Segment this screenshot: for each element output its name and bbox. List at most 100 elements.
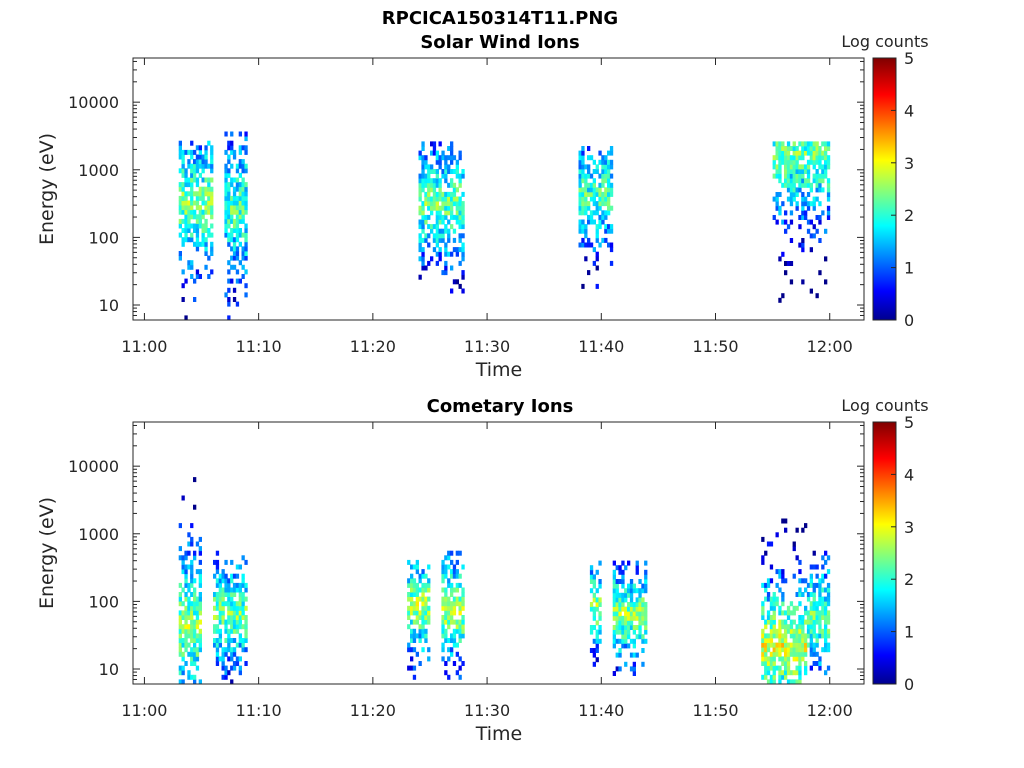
spectrogram-cell xyxy=(824,638,828,643)
spectrogram-cell xyxy=(190,168,194,174)
spectrogram-cell xyxy=(789,679,794,685)
spectrogram-cell xyxy=(607,150,611,156)
spectrogram-cell xyxy=(589,648,594,653)
spectrogram-cell xyxy=(772,615,776,620)
spectrogram-cell xyxy=(230,605,234,611)
spectrogram-cell xyxy=(772,656,776,662)
spectrogram-cell xyxy=(806,164,811,170)
spectrogram-cell xyxy=(181,163,185,169)
spectrogram-cell xyxy=(461,274,465,280)
spectrogram-cell xyxy=(207,191,211,197)
spectrogram-cell xyxy=(415,633,419,639)
spectrogram-cell xyxy=(427,564,431,570)
spectrogram-cell xyxy=(826,555,831,561)
spectrogram-cell xyxy=(190,200,194,206)
spectrogram-cell xyxy=(441,237,445,243)
spectrogram-cell xyxy=(801,238,805,243)
spectrogram-cell xyxy=(764,661,768,666)
spectrogram-cell xyxy=(804,169,808,174)
spectrogram-cell xyxy=(766,665,771,671)
spectrogram-cell xyxy=(804,523,808,529)
spectrogram-cell xyxy=(235,251,240,256)
spectrogram-cell xyxy=(184,195,188,201)
spectrogram-cell xyxy=(806,619,811,625)
spectrogram-cell xyxy=(601,164,605,170)
spectrogram-cell xyxy=(581,146,585,151)
spectrogram-cell xyxy=(190,274,194,279)
spectrogram-cell xyxy=(412,564,417,570)
spectrogram-cell xyxy=(224,218,228,224)
spectrogram-cell xyxy=(809,141,813,147)
spectrogram-cell xyxy=(798,182,802,188)
spectrogram-cell xyxy=(778,146,782,151)
spectrogram-cell xyxy=(232,665,237,671)
spectrogram-cell xyxy=(421,592,425,597)
spectrogram-cell xyxy=(795,679,799,685)
spectrogram-cell xyxy=(812,196,816,202)
spectrogram-cell xyxy=(244,209,248,215)
spectrogram-cell xyxy=(786,679,791,685)
spectrogram-cell xyxy=(809,619,813,625)
spectrogram-cell xyxy=(418,219,422,225)
spectrogram-cell xyxy=(826,610,831,616)
spectrogram-cell xyxy=(798,569,802,575)
spectrogram-cell xyxy=(204,264,208,270)
spectrogram-cell xyxy=(410,592,414,597)
spectrogram-cell xyxy=(595,210,599,216)
spectrogram-cell xyxy=(627,606,631,612)
spectrogram-cell xyxy=(230,624,234,630)
spectrogram-cell xyxy=(193,149,197,155)
spectrogram-cell xyxy=(221,661,225,666)
spectrogram-cell xyxy=(193,504,197,510)
spectrogram-cell xyxy=(190,661,194,666)
spectrogram-cell xyxy=(230,656,234,662)
spectrogram-cell xyxy=(215,592,220,597)
spectrogram-cell xyxy=(178,251,182,256)
spectrogram-cell xyxy=(812,661,816,666)
spectrogram-cell xyxy=(441,205,445,211)
spectrogram-cell xyxy=(624,638,628,644)
spectrogram-cell xyxy=(421,605,425,611)
spectrogram-cell xyxy=(455,582,459,588)
spectrogram-cell xyxy=(178,232,182,238)
spectrogram-cell xyxy=(450,214,454,220)
spectrogram-cell xyxy=(218,573,222,579)
spectrogram-cell xyxy=(238,241,242,247)
spectrogram-cell xyxy=(801,592,805,597)
spectrogram-cell xyxy=(238,260,242,266)
spectrogram-cell xyxy=(584,224,588,230)
spectrogram-cell xyxy=(198,550,202,556)
spectrogram-cell xyxy=(232,223,237,229)
spectrogram-cell xyxy=(809,592,813,597)
spectrogram-cell xyxy=(812,587,816,593)
spectrogram-cell xyxy=(824,279,828,285)
spectrogram-cell xyxy=(412,638,417,643)
spectrogram-cell xyxy=(441,201,445,207)
spectrogram-cell xyxy=(792,619,796,625)
spectrogram-cell xyxy=(244,163,248,169)
spectrogram-cell xyxy=(795,638,799,643)
spectrogram-cell xyxy=(241,601,245,607)
spectrogram-cell xyxy=(187,601,191,607)
spectrogram-cell xyxy=(809,146,813,151)
spectrogram-cell xyxy=(181,495,185,501)
spectrogram-cell xyxy=(430,201,434,207)
spectrogram-cell xyxy=(438,219,442,225)
spectrogram-cell xyxy=(232,619,237,625)
spectrogram-cell xyxy=(452,573,457,579)
spectrogram-cell xyxy=(784,651,788,657)
spectrogram-cell xyxy=(612,629,616,635)
spectrogram-cell xyxy=(244,605,248,611)
spectrogram-cell xyxy=(450,155,454,161)
spectrogram-cell xyxy=(441,173,445,179)
spectrogram-cell xyxy=(195,145,200,151)
spectrogram-cell xyxy=(210,223,214,229)
spectrogram-cell xyxy=(592,652,596,658)
spectrogram-cell xyxy=(181,269,185,275)
spectrogram-cell xyxy=(195,228,200,233)
spectrogram-cell xyxy=(595,606,599,612)
spectrogram-cell xyxy=(438,141,442,147)
spectrogram-cell xyxy=(204,177,208,183)
spectrogram-cell xyxy=(786,159,791,165)
